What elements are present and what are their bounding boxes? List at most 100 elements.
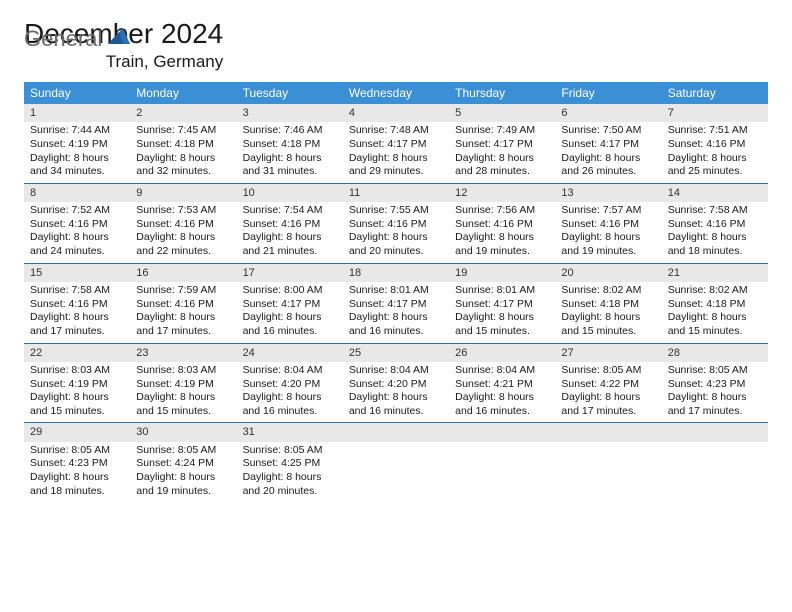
- daylight-line: Daylight: 8 hours and 26 minutes.: [561, 152, 655, 179]
- daylight-line: Daylight: 8 hours and 20 minutes.: [243, 471, 337, 498]
- day-number: 6: [555, 104, 661, 122]
- day-cell: 4Sunrise: 7:48 AMSunset: 4:17 PMDaylight…: [343, 104, 449, 183]
- sunrise-line: Sunrise: 7:55 AM: [349, 204, 443, 218]
- sunrise-line: Sunrise: 7:49 AM: [455, 124, 549, 138]
- day-body: Sunrise: 7:52 AMSunset: 4:16 PMDaylight:…: [24, 202, 130, 263]
- day-number: 20: [555, 264, 661, 282]
- sunrise-line: Sunrise: 7:54 AM: [243, 204, 337, 218]
- day-number: 11: [343, 184, 449, 202]
- sunrise-line: Sunrise: 8:01 AM: [349, 284, 443, 298]
- day-number: 26: [449, 344, 555, 362]
- sunrise-line: Sunrise: 8:04 AM: [349, 364, 443, 378]
- daylight-line: Daylight: 8 hours and 19 minutes.: [561, 231, 655, 258]
- day-body: Sunrise: 7:59 AMSunset: 4:16 PMDaylight:…: [130, 282, 236, 343]
- day-number: 18: [343, 264, 449, 282]
- day-cell: 3Sunrise: 7:46 AMSunset: 4:18 PMDaylight…: [237, 104, 343, 183]
- daylight-line: Daylight: 8 hours and 28 minutes.: [455, 152, 549, 179]
- sunrise-line: Sunrise: 8:03 AM: [30, 364, 124, 378]
- daylight-line: Daylight: 8 hours and 17 minutes.: [30, 311, 124, 338]
- logo: General Blue: [24, 20, 130, 96]
- sunrise-line: Sunrise: 7:46 AM: [243, 124, 337, 138]
- sunset-line: Sunset: 4:16 PM: [668, 218, 762, 232]
- day-body: Sunrise: 8:05 AMSunset: 4:23 PMDaylight:…: [24, 442, 130, 503]
- sunset-line: Sunset: 4:23 PM: [668, 378, 762, 392]
- sunset-line: Sunset: 4:24 PM: [136, 457, 230, 471]
- daylight-line: Daylight: 8 hours and 16 minutes.: [349, 391, 443, 418]
- day-number: 31: [237, 423, 343, 441]
- week-row: 15Sunrise: 7:58 AMSunset: 4:16 PMDayligh…: [24, 264, 768, 344]
- sunrise-line: Sunrise: 8:05 AM: [668, 364, 762, 378]
- day-body: Sunrise: 8:05 AMSunset: 4:22 PMDaylight:…: [555, 362, 661, 423]
- day-number: 27: [555, 344, 661, 362]
- day-body: Sunrise: 7:55 AMSunset: 4:16 PMDaylight:…: [343, 202, 449, 263]
- day-body: Sunrise: 7:45 AMSunset: 4:18 PMDaylight:…: [130, 122, 236, 183]
- day-number: [662, 423, 768, 441]
- sunset-line: Sunset: 4:19 PM: [30, 378, 124, 392]
- day-number: 14: [662, 184, 768, 202]
- day-body: Sunrise: 8:05 AMSunset: 4:24 PMDaylight:…: [130, 442, 236, 503]
- day-header-thu: Thursday: [449, 82, 555, 104]
- day-cell: [343, 423, 449, 502]
- day-cell: 8Sunrise: 7:52 AMSunset: 4:16 PMDaylight…: [24, 184, 130, 263]
- day-cell: 14Sunrise: 7:58 AMSunset: 4:16 PMDayligh…: [662, 184, 768, 263]
- sunset-line: Sunset: 4:20 PM: [243, 378, 337, 392]
- day-cell: 28Sunrise: 8:05 AMSunset: 4:23 PMDayligh…: [662, 344, 768, 423]
- day-number: 22: [24, 344, 130, 362]
- day-number: 23: [130, 344, 236, 362]
- sunset-line: Sunset: 4:19 PM: [30, 138, 124, 152]
- day-cell: 12Sunrise: 7:56 AMSunset: 4:16 PMDayligh…: [449, 184, 555, 263]
- day-number: [449, 423, 555, 441]
- day-cell: 19Sunrise: 8:01 AMSunset: 4:17 PMDayligh…: [449, 264, 555, 343]
- sunrise-line: Sunrise: 8:05 AM: [561, 364, 655, 378]
- day-cell: 31Sunrise: 8:05 AMSunset: 4:25 PMDayligh…: [237, 423, 343, 502]
- daylight-line: Daylight: 8 hours and 25 minutes.: [668, 152, 762, 179]
- daylight-line: Daylight: 8 hours and 21 minutes.: [243, 231, 337, 258]
- day-body: Sunrise: 7:51 AMSunset: 4:16 PMDaylight:…: [662, 122, 768, 183]
- day-cell: 26Sunrise: 8:04 AMSunset: 4:21 PMDayligh…: [449, 344, 555, 423]
- sunrise-line: Sunrise: 7:51 AM: [668, 124, 762, 138]
- sunset-line: Sunset: 4:18 PM: [243, 138, 337, 152]
- sunrise-line: Sunrise: 7:59 AM: [136, 284, 230, 298]
- sunset-line: Sunset: 4:16 PM: [30, 218, 124, 232]
- day-body: Sunrise: 7:49 AMSunset: 4:17 PMDaylight:…: [449, 122, 555, 183]
- calendar: Sunday Monday Tuesday Wednesday Thursday…: [24, 82, 768, 502]
- day-header-mon: Monday: [130, 82, 236, 104]
- sunrise-line: Sunrise: 7:45 AM: [136, 124, 230, 138]
- daylight-line: Daylight: 8 hours and 17 minutes.: [136, 311, 230, 338]
- day-number: 25: [343, 344, 449, 362]
- sunset-line: Sunset: 4:16 PM: [243, 218, 337, 232]
- daylight-line: Daylight: 8 hours and 29 minutes.: [349, 152, 443, 179]
- day-cell: 1Sunrise: 7:44 AMSunset: 4:19 PMDaylight…: [24, 104, 130, 183]
- sunrise-line: Sunrise: 7:50 AM: [561, 124, 655, 138]
- sunrise-line: Sunrise: 8:00 AM: [243, 284, 337, 298]
- sunset-line: Sunset: 4:18 PM: [561, 298, 655, 312]
- day-number: 4: [343, 104, 449, 122]
- day-number: 15: [24, 264, 130, 282]
- day-cell: 6Sunrise: 7:50 AMSunset: 4:17 PMDaylight…: [555, 104, 661, 183]
- day-header-wed: Wednesday: [343, 82, 449, 104]
- day-body: Sunrise: 7:53 AMSunset: 4:16 PMDaylight:…: [130, 202, 236, 263]
- sunrise-line: Sunrise: 7:44 AM: [30, 124, 124, 138]
- day-number: 16: [130, 264, 236, 282]
- logo-triangle-icon: [108, 28, 130, 49]
- daylight-line: Daylight: 8 hours and 16 minutes.: [455, 391, 549, 418]
- sunrise-line: Sunrise: 8:05 AM: [136, 444, 230, 458]
- day-body: Sunrise: 8:02 AMSunset: 4:18 PMDaylight:…: [662, 282, 768, 343]
- sunrise-line: Sunrise: 7:53 AM: [136, 204, 230, 218]
- sunset-line: Sunset: 4:21 PM: [455, 378, 549, 392]
- day-cell: [449, 423, 555, 502]
- sunrise-line: Sunrise: 8:03 AM: [136, 364, 230, 378]
- day-cell: 13Sunrise: 7:57 AMSunset: 4:16 PMDayligh…: [555, 184, 661, 263]
- day-cell: 29Sunrise: 8:05 AMSunset: 4:23 PMDayligh…: [24, 423, 130, 502]
- daylight-line: Daylight: 8 hours and 34 minutes.: [30, 152, 124, 179]
- sunset-line: Sunset: 4:20 PM: [349, 378, 443, 392]
- sunset-line: Sunset: 4:18 PM: [136, 138, 230, 152]
- day-cell: 17Sunrise: 8:00 AMSunset: 4:17 PMDayligh…: [237, 264, 343, 343]
- sunset-line: Sunset: 4:17 PM: [455, 298, 549, 312]
- day-body: Sunrise: 8:04 AMSunset: 4:20 PMDaylight:…: [237, 362, 343, 423]
- sunset-line: Sunset: 4:17 PM: [455, 138, 549, 152]
- daylight-line: Daylight: 8 hours and 16 minutes.: [243, 391, 337, 418]
- daylight-line: Daylight: 8 hours and 15 minutes.: [30, 391, 124, 418]
- day-cell: 21Sunrise: 8:02 AMSunset: 4:18 PMDayligh…: [662, 264, 768, 343]
- sunset-line: Sunset: 4:16 PM: [668, 138, 762, 152]
